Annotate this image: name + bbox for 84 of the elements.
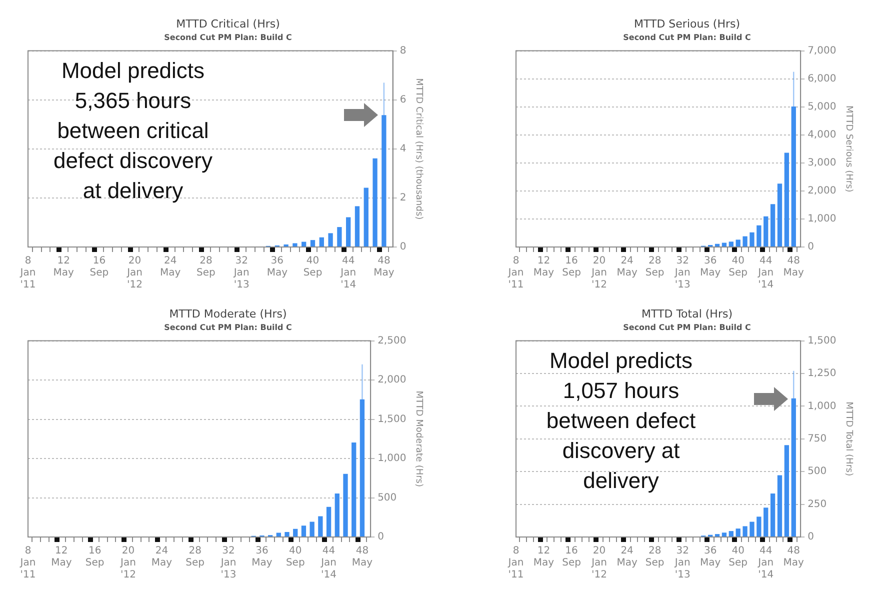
- y-tick-label: 5,000: [808, 101, 836, 112]
- y-tick-label: 8: [400, 45, 406, 56]
- y-tick-label: 1,000: [808, 400, 836, 412]
- x-tick-label: 44 Jan '14: [320, 546, 337, 581]
- y-tick-label: 2,500: [378, 335, 406, 346]
- y-tick-label: 1,000: [378, 453, 406, 464]
- x-tick-label: 20 Jan '12: [590, 256, 608, 291]
- x-tick-label: 32 Jan '13: [220, 546, 236, 581]
- x-tick-label: 24 May: [160, 256, 181, 279]
- x-tick-label: 12 May: [53, 256, 74, 279]
- y-tick-label: 0: [400, 242, 406, 253]
- x-tick-label: 24 May: [151, 546, 172, 569]
- x-tick-label: 8 Jan '11: [19, 546, 36, 581]
- x-tick-label: 40 Sep: [728, 546, 748, 569]
- y-tick-label: 1,500: [808, 335, 836, 346]
- y-tick-label: 500: [378, 492, 397, 504]
- x-tick-label: 40 Sep: [286, 546, 305, 569]
- y-tick-label: 1,500: [378, 414, 406, 425]
- y-tick-label: 250: [808, 498, 827, 510]
- y-tick-label: 0: [808, 242, 814, 253]
- y-axis-title: MTTD Moderate (Hrs): [413, 390, 424, 488]
- x-tick-label: 16 Sep: [85, 546, 104, 569]
- y-axis-title: MTTD Serious (Hrs): [843, 106, 854, 192]
- x-tick-label: 16 Sep: [562, 546, 581, 569]
- y-tick-label: 2,000: [808, 186, 836, 197]
- chart-subtitle: Second Cut PM Plan: Build C: [623, 323, 752, 332]
- x-tick-label: 8 Jan '11: [19, 256, 36, 291]
- x-tick-label: 44 Jan '14: [340, 256, 356, 291]
- x-tick-label: 36 May: [700, 546, 721, 569]
- y-axis-title: MTTD Total (Hrs): [843, 402, 854, 476]
- y-tick-label: 2,000: [378, 374, 406, 386]
- y-tick-label: 1,000: [808, 214, 836, 225]
- chart-subtitle: Second Cut PM Plan: Build C: [164, 33, 292, 42]
- y-tick-label: 4: [400, 143, 406, 154]
- x-tick-label: 20 Jan '12: [120, 546, 136, 581]
- x-tick-label: 8 Jan '11: [507, 256, 524, 291]
- chart-title: MTTD Total (Hrs): [642, 307, 732, 320]
- x-tick-label: 48 May: [783, 546, 804, 569]
- x-tick-label: 20 Jan '12: [126, 256, 143, 291]
- x-tick-label: 28 Sep: [196, 256, 216, 279]
- annotation: Model predicts 5,365 hours between critical defect discovery at delivery: [54, 58, 212, 203]
- x-tick-label: 28 Sep: [645, 256, 664, 279]
- chart-subtitle: Second Cut PM Plan: Build C: [623, 33, 752, 42]
- x-tick-label: 28 Sep: [186, 546, 205, 569]
- x-tick-label: 36 May: [252, 546, 272, 569]
- x-tick-label: 16 Sep: [562, 256, 581, 279]
- x-tick-label: 32 Jan '13: [232, 256, 250, 291]
- y-tick-label: 2: [400, 192, 406, 204]
- annotation: Model predicts 1,057 hours between defect discovery at delivery: [546, 348, 696, 493]
- x-tick-label: 12 May: [533, 256, 554, 279]
- y-tick-label: 0: [378, 532, 384, 543]
- x-tick-label: 36 May: [700, 256, 721, 279]
- y-tick-label: 3,000: [808, 158, 836, 169]
- y-tick-label: 6,000: [808, 73, 836, 84]
- x-tick-label: 32 Jan '13: [674, 546, 690, 581]
- x-tick-label: 24 May: [616, 256, 638, 279]
- x-tick-label: 40 Sep: [303, 256, 322, 279]
- x-tick-label: 8 Jan '11: [507, 546, 524, 581]
- y-tick-label: 0: [808, 532, 814, 543]
- x-tick-label: 48 May: [374, 256, 394, 279]
- x-tick-label: 12 May: [51, 546, 72, 569]
- y-tick-label: 750: [808, 433, 827, 444]
- x-tick-label: 24 May: [616, 546, 638, 569]
- x-tick-label: 28 Sep: [645, 546, 664, 569]
- chart-title: MTTD Serious (Hrs): [634, 17, 740, 30]
- y-tick-label: 7,000: [808, 45, 836, 56]
- y-tick-label: 6: [400, 94, 406, 106]
- chart-subtitle: Second Cut PM Plan: Build C: [164, 323, 292, 332]
- y-tick-label: 1,250: [808, 368, 836, 380]
- x-tick-label: 48 May: [783, 256, 804, 279]
- x-tick-label: 32 Jan '13: [674, 256, 690, 291]
- x-tick-label: 44 Jan '14: [757, 546, 774, 581]
- chart-title: MTTD Critical (Hrs): [176, 17, 280, 30]
- chart-title: MTTD Moderate (Hrs): [169, 307, 287, 320]
- y-tick-label: 4,000: [808, 129, 836, 140]
- x-tick-label: 40 Sep: [728, 256, 748, 279]
- x-tick-label: 20 Jan '12: [590, 546, 608, 581]
- x-tick-label: 16 Sep: [90, 256, 109, 279]
- y-axis-title: MTTD Critical (Hrs) (thousands): [413, 78, 424, 220]
- x-tick-label: 48 May: [352, 546, 373, 569]
- x-tick-label: 12 May: [533, 546, 554, 569]
- x-tick-label: 36 May: [266, 256, 288, 279]
- y-tick-label: 500: [808, 466, 827, 478]
- x-tick-label: 44 Jan '14: [757, 256, 774, 291]
